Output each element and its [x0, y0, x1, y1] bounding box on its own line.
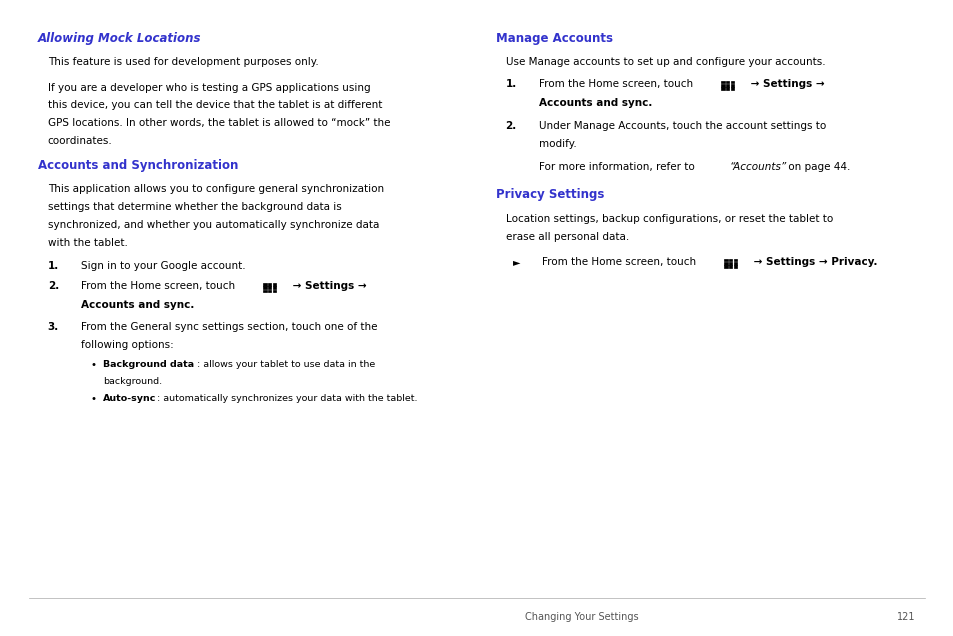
Text: For more information, refer to: For more information, refer to: [538, 162, 698, 172]
Text: settings that determine whether the background data is: settings that determine whether the back…: [48, 202, 341, 212]
Text: modify.: modify.: [538, 139, 577, 149]
FancyBboxPatch shape: [728, 259, 732, 261]
Text: → Settings →: → Settings →: [746, 79, 823, 89]
Text: •: •: [91, 360, 96, 370]
FancyBboxPatch shape: [720, 87, 724, 90]
FancyBboxPatch shape: [725, 87, 729, 90]
Text: Location settings, backup configurations, or reset the tablet to: Location settings, backup configurations…: [505, 214, 832, 224]
Text: 2.: 2.: [48, 281, 59, 291]
Text: Accounts and sync.: Accounts and sync.: [538, 98, 652, 108]
Text: Manage Accounts: Manage Accounts: [496, 32, 613, 45]
Text: Sign in to your Google account.: Sign in to your Google account.: [81, 261, 246, 271]
Text: on page 44.: on page 44.: [784, 162, 850, 172]
FancyBboxPatch shape: [268, 283, 272, 286]
Text: ►: ►: [513, 257, 520, 267]
Text: synchronized, and whether you automatically synchronize data: synchronized, and whether you automatica…: [48, 220, 378, 230]
Text: Privacy Settings: Privacy Settings: [496, 188, 604, 201]
FancyBboxPatch shape: [273, 286, 276, 289]
FancyBboxPatch shape: [728, 265, 732, 268]
FancyBboxPatch shape: [723, 262, 727, 265]
Text: 2.: 2.: [505, 121, 517, 131]
Text: From the General sync settings section, touch one of the: From the General sync settings section, …: [81, 322, 377, 332]
Text: From the Home screen, touch: From the Home screen, touch: [538, 79, 693, 89]
Text: GPS locations. In other words, the tablet is allowed to “mock” the: GPS locations. In other words, the table…: [48, 118, 390, 128]
Text: with the tablet.: with the tablet.: [48, 238, 128, 248]
Text: This feature is used for development purposes only.: This feature is used for development pur…: [48, 57, 318, 67]
Text: : allows your tablet to use data in the: : allows your tablet to use data in the: [196, 360, 375, 369]
FancyBboxPatch shape: [733, 262, 737, 265]
FancyBboxPatch shape: [730, 81, 734, 83]
FancyBboxPatch shape: [273, 289, 276, 292]
Text: Allowing Mock Locations: Allowing Mock Locations: [38, 32, 201, 45]
FancyBboxPatch shape: [268, 289, 272, 292]
Text: From the Home screen, touch: From the Home screen, touch: [81, 281, 235, 291]
Text: Background data: Background data: [103, 360, 194, 369]
FancyBboxPatch shape: [263, 289, 267, 292]
Text: Accounts and Synchronization: Accounts and Synchronization: [38, 159, 238, 172]
Text: Accounts and sync.: Accounts and sync.: [81, 300, 194, 310]
FancyBboxPatch shape: [720, 81, 724, 83]
Text: Auto-sync: Auto-sync: [103, 394, 156, 403]
FancyBboxPatch shape: [723, 265, 727, 268]
Text: •: •: [91, 394, 96, 404]
Text: background.: background.: [103, 377, 162, 385]
Text: “Accounts”: “Accounts”: [729, 162, 786, 172]
Text: following options:: following options:: [81, 340, 173, 350]
FancyBboxPatch shape: [728, 262, 732, 265]
FancyBboxPatch shape: [730, 84, 734, 86]
FancyBboxPatch shape: [263, 286, 267, 289]
Text: 3.: 3.: [48, 322, 59, 332]
Text: If you are a developer who is testing a GPS applications using: If you are a developer who is testing a …: [48, 83, 370, 93]
Text: Changing Your Settings: Changing Your Settings: [524, 612, 638, 622]
FancyBboxPatch shape: [733, 259, 737, 261]
Text: 121: 121: [897, 612, 915, 622]
FancyBboxPatch shape: [730, 87, 734, 90]
Text: From the Home screen, touch: From the Home screen, touch: [541, 257, 696, 267]
FancyBboxPatch shape: [733, 265, 737, 268]
Text: this device, you can tell the device that the tablet is at different: this device, you can tell the device tha…: [48, 100, 381, 111]
Text: 1.: 1.: [48, 261, 59, 271]
FancyBboxPatch shape: [725, 81, 729, 83]
FancyBboxPatch shape: [268, 286, 272, 289]
Text: Use Manage accounts to set up and configure your accounts.: Use Manage accounts to set up and config…: [505, 57, 824, 67]
FancyBboxPatch shape: [273, 283, 276, 286]
Text: erase all personal data.: erase all personal data.: [505, 232, 628, 242]
Text: This application allows you to configure general synchronization: This application allows you to configure…: [48, 184, 383, 195]
Text: → Settings → Privacy.: → Settings → Privacy.: [749, 257, 877, 267]
FancyBboxPatch shape: [725, 84, 729, 86]
Text: → Settings →: → Settings →: [289, 281, 366, 291]
Text: coordinates.: coordinates.: [48, 136, 112, 146]
FancyBboxPatch shape: [723, 259, 727, 261]
FancyBboxPatch shape: [263, 283, 267, 286]
Text: Under Manage Accounts, touch the account settings to: Under Manage Accounts, touch the account…: [538, 121, 825, 131]
Text: : automatically synchronizes your data with the tablet.: : automatically synchronizes your data w…: [157, 394, 417, 403]
FancyBboxPatch shape: [720, 84, 724, 86]
Text: 1.: 1.: [505, 79, 517, 89]
